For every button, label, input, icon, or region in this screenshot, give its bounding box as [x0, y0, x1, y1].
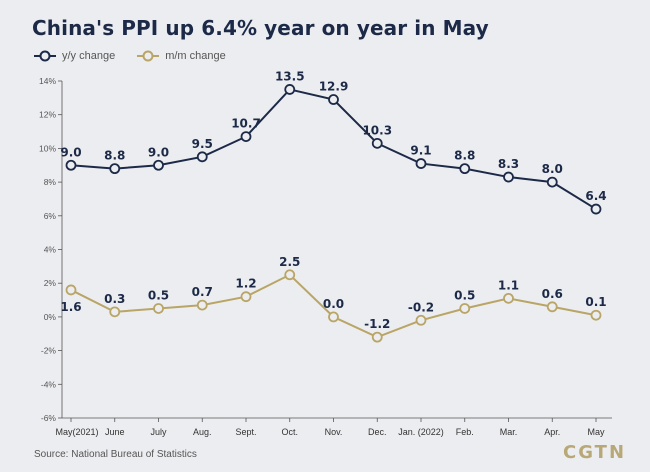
- y-tick-label: 14%: [39, 76, 56, 86]
- data-label-mm: 1.2: [235, 277, 256, 291]
- point-mm: [284, 269, 296, 281]
- point-mm: [546, 301, 558, 313]
- data-label-yy: 8.8: [454, 149, 475, 163]
- point-mm: [328, 311, 339, 323]
- legend-swatch-yy: [34, 50, 56, 62]
- x-tick-label: Nov.: [325, 427, 343, 437]
- x-tick-label: Dec.: [368, 427, 387, 437]
- x-tick-label: Mar.: [500, 427, 518, 437]
- legend-swatch-mm: [137, 50, 160, 62]
- data-label-mm: 1.6: [60, 300, 81, 314]
- source-note: Source: National Bureau of Statistics: [34, 449, 197, 460]
- data-label-mm: 0.7: [192, 285, 213, 299]
- point-yy: [459, 163, 471, 175]
- point-yy: [328, 94, 339, 105]
- y-tick-label: 12%: [39, 110, 56, 120]
- x-tick-label: May: [587, 427, 605, 437]
- point-yy: [371, 137, 383, 149]
- point-yy: [109, 163, 121, 175]
- point-yy: [153, 159, 164, 171]
- point-mm: [196, 299, 208, 311]
- data-label-mm: 0.6: [542, 287, 563, 301]
- data-label-yy: 9.0: [60, 145, 81, 159]
- point-mm: [153, 303, 164, 314]
- y-tick-label: 6%: [44, 211, 57, 221]
- data-label-mm: 0.3: [104, 292, 125, 306]
- y-tick-label: 8%: [44, 177, 57, 187]
- x-tick-label: Sept.: [235, 427, 256, 437]
- point-yy: [196, 151, 208, 163]
- data-label-yy: 12.9: [319, 80, 349, 94]
- data-label-mm: 2.5: [279, 255, 300, 269]
- data-label-yy: 9.5: [192, 137, 213, 151]
- point-mm: [415, 314, 427, 326]
- point-mm: [590, 309, 602, 321]
- point-yy: [503, 171, 514, 183]
- point-mm: [371, 331, 383, 343]
- point-mm: [503, 292, 514, 304]
- data-label-mm: 0.5: [148, 288, 169, 302]
- x-tick-label: Aug.: [193, 427, 212, 437]
- point-yy: [546, 176, 558, 188]
- data-label-yy: 9.0: [148, 145, 169, 159]
- data-label-mm: 0.1: [585, 295, 606, 309]
- x-tick-label: July: [150, 427, 167, 437]
- y-tick-label: -2%: [41, 346, 57, 356]
- x-tick-label: Oct.: [281, 427, 298, 437]
- data-label-mm: 1.1: [498, 278, 519, 292]
- point-yy: [284, 84, 296, 95]
- data-label-yy: 13.5: [275, 69, 305, 83]
- point-yy: [590, 203, 602, 215]
- point-yy: [240, 131, 252, 143]
- legend-label-mm: m/m change: [165, 50, 226, 62]
- legend-item-mm: m/m change: [137, 50, 226, 62]
- data-label-yy: 10.3: [362, 123, 392, 137]
- y-tick-label: -6%: [41, 413, 57, 423]
- y-tick-label: 4%: [44, 245, 57, 255]
- point-mm: [65, 284, 77, 296]
- data-label-yy: 8.8: [104, 149, 125, 163]
- x-tick-label: Apr.: [544, 427, 560, 437]
- legend-item-yy: y/y change: [34, 50, 115, 62]
- data-label-yy: 8.0: [542, 162, 563, 176]
- y-tick-label: 2%: [44, 278, 57, 288]
- data-label-yy: 9.1: [410, 144, 431, 158]
- data-label-mm: -0.2: [408, 300, 434, 314]
- legend-label-yy: y/y change: [62, 50, 116, 62]
- data-label-mm: 0.5: [454, 288, 475, 302]
- x-tick-label: Feb.: [456, 427, 474, 437]
- point-mm: [109, 306, 121, 318]
- y-tick-label: 0%: [44, 312, 57, 322]
- data-label-yy: 8.3: [498, 157, 519, 171]
- cgtn-logo: CGTN: [563, 442, 627, 463]
- y-tick-label: -4%: [41, 379, 57, 389]
- x-tick-label: June: [105, 427, 125, 437]
- data-label-mm: -1.2: [364, 317, 390, 331]
- x-tick-label: Jan. (2022): [398, 427, 444, 437]
- x-tick-label: May(2021): [55, 427, 98, 437]
- data-label-yy: 6.4: [585, 189, 606, 203]
- chart-title: China's PPI up 6.4% year on year in May: [32, 16, 489, 40]
- data-label-yy: 10.7: [231, 117, 261, 131]
- y-tick-label: 10%: [39, 143, 56, 153]
- point-mm: [459, 303, 471, 314]
- legend: y/y change m/m change: [34, 50, 226, 62]
- data-label-mm: 0.0: [323, 297, 344, 311]
- point-mm: [240, 291, 252, 303]
- point-yy: [415, 158, 427, 169]
- point-yy: [65, 159, 77, 171]
